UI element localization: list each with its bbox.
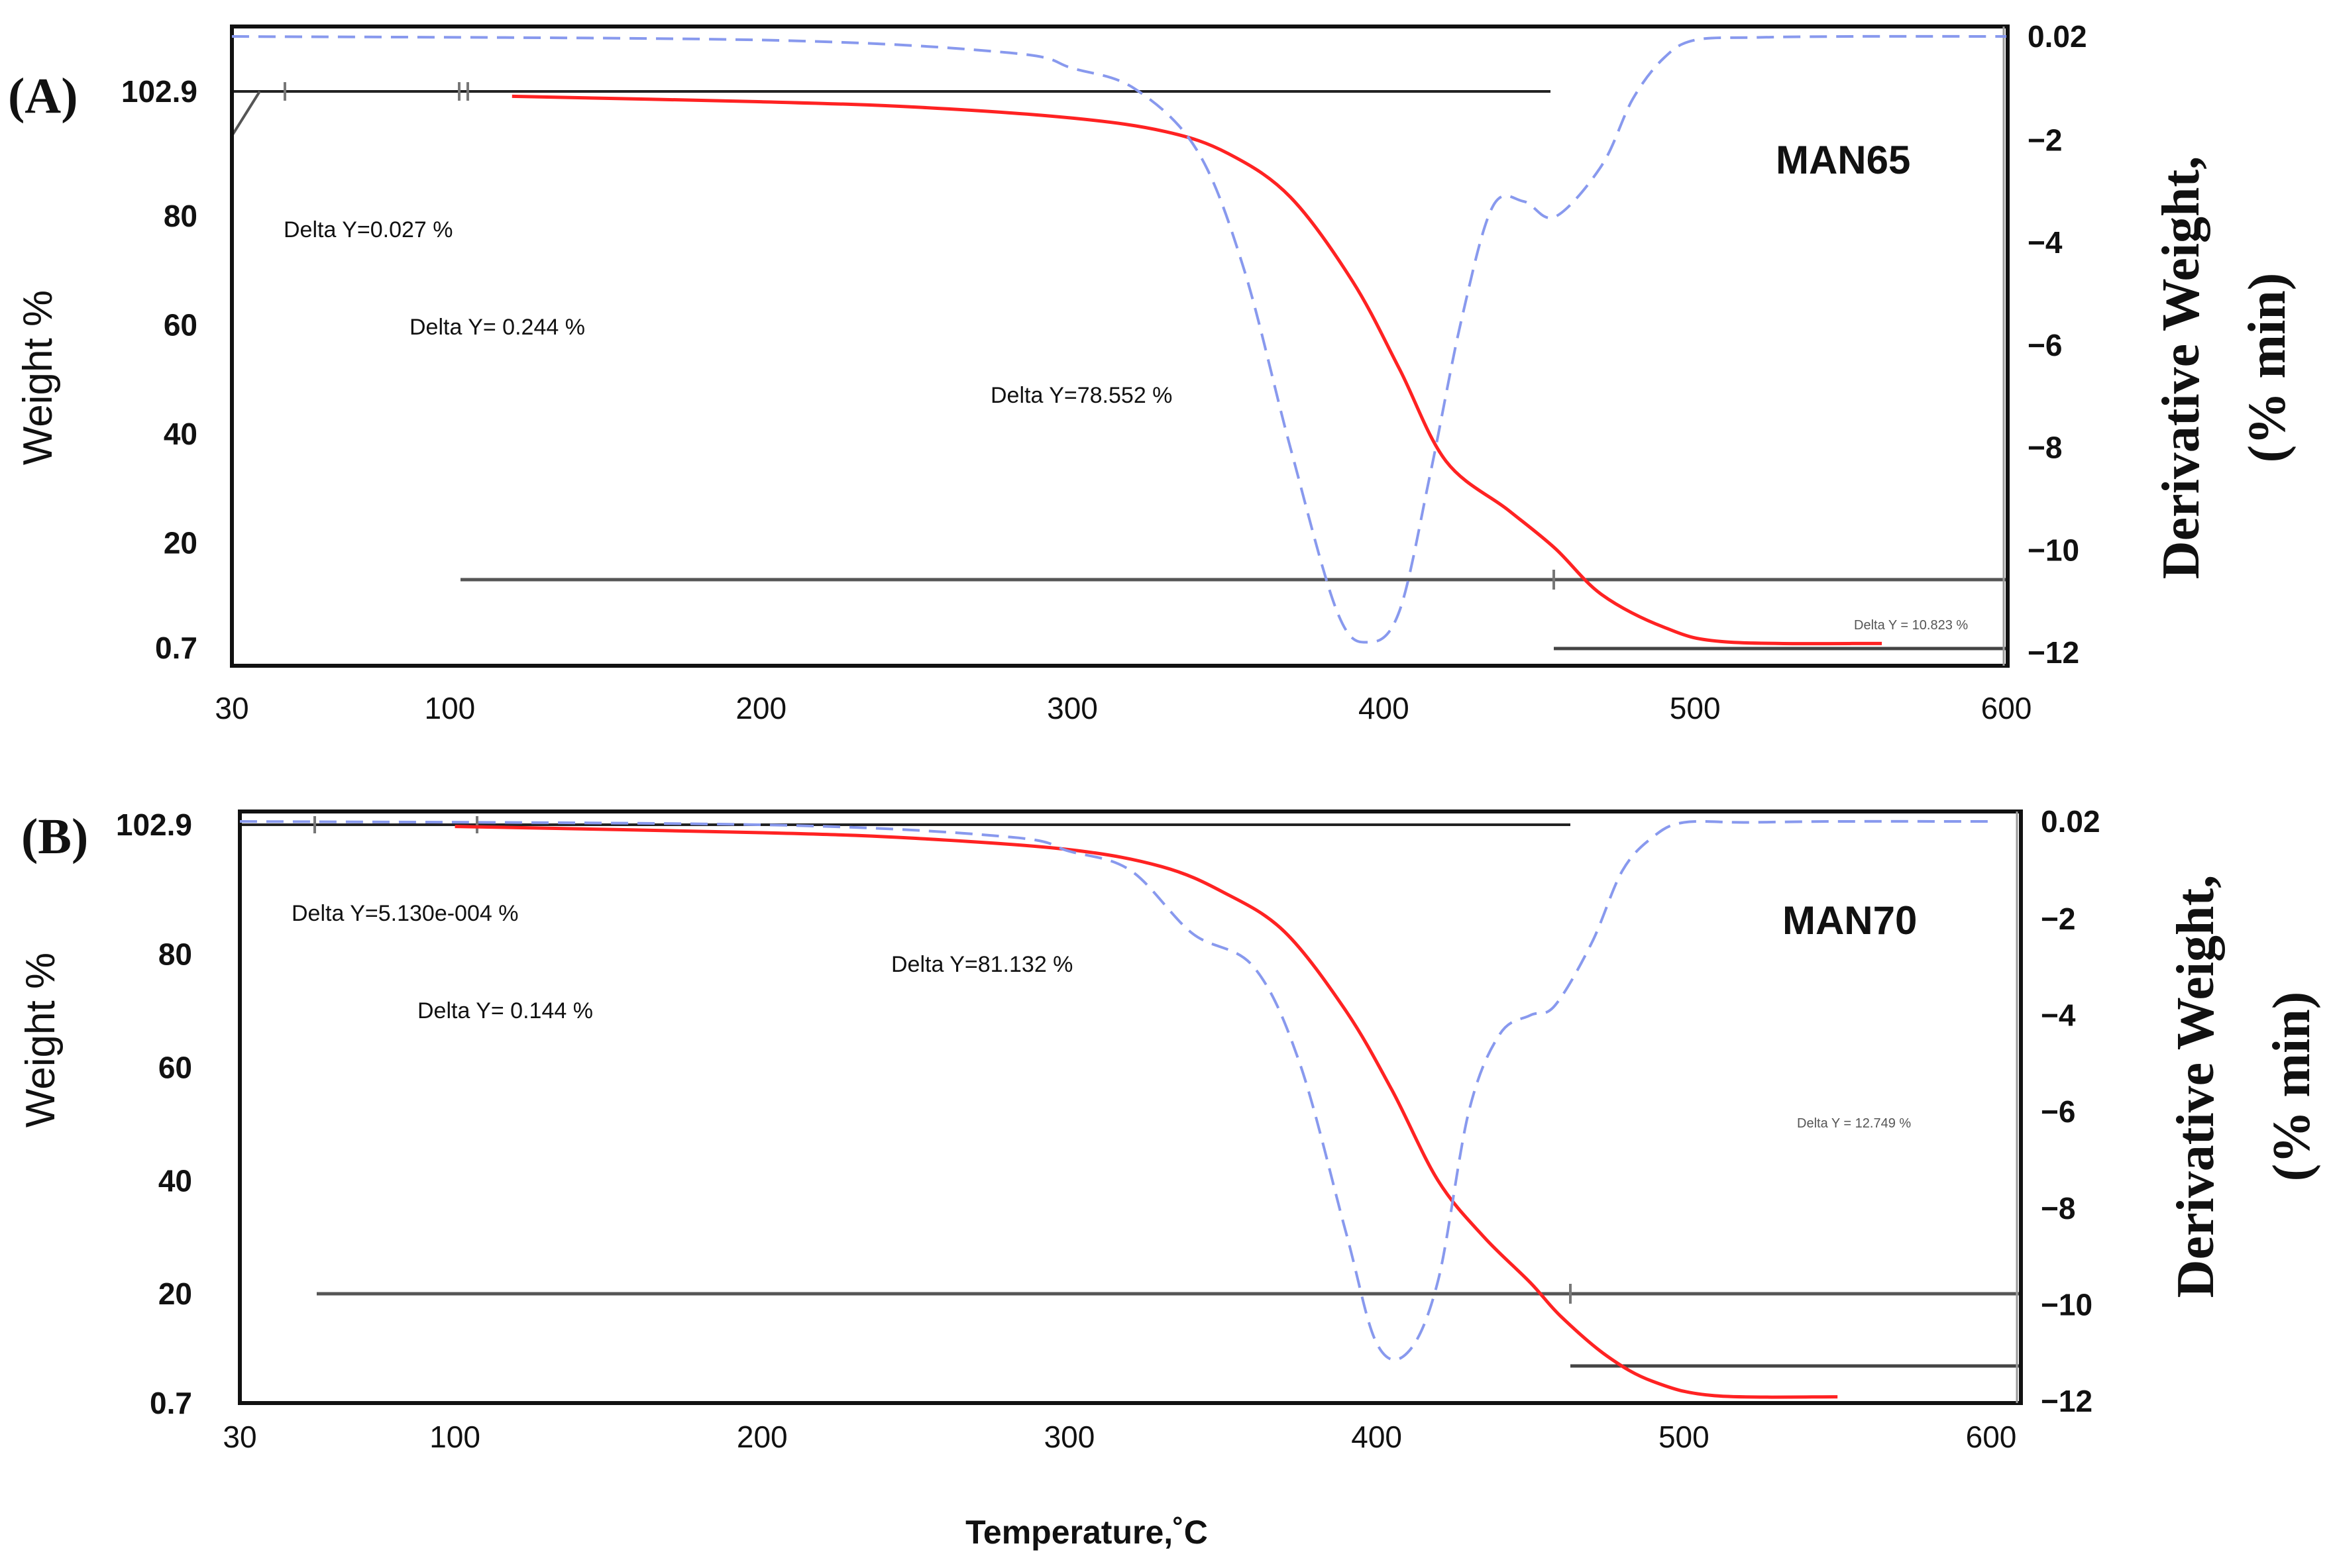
panel-a-weight-line bbox=[512, 94, 1882, 646]
panel-a-x-tick-label: 600 bbox=[1981, 691, 2032, 725]
panel-a-right-tick-label: −8 bbox=[2028, 431, 2062, 465]
panel-b-left-tick-label: 0.7 bbox=[150, 1386, 192, 1420]
panel-b-sample-label: MAN70 bbox=[1782, 898, 1917, 943]
panel-a-annotation: Delta Y=78.552 % bbox=[991, 383, 1172, 408]
panel-a-x-tick-label: 400 bbox=[1358, 691, 1409, 725]
panel-b-left-tick-label: 20 bbox=[158, 1277, 192, 1311]
panel-a-annotation: Delta Y= 0.244 % bbox=[409, 315, 585, 340]
panel-b-left-tick-label: 40 bbox=[158, 1163, 192, 1198]
panel-a-x-tick-label: 100 bbox=[425, 691, 476, 725]
panel-a-right-tick-label: −12 bbox=[2028, 635, 2079, 670]
panel-b: (B) Weight % Derivative Weight, (% min) … bbox=[18, 804, 2321, 1454]
panel-b-left-axis-title: Weight % bbox=[18, 953, 64, 1127]
panel-a-right-tick-label: −10 bbox=[2028, 533, 2079, 567]
panel-b-right-tick-label: −8 bbox=[2041, 1191, 2075, 1226]
panel-b-x-tick-label: 500 bbox=[1658, 1420, 1709, 1454]
panel-a: (A) Weight % Derivative Weight, (% min) … bbox=[8, 19, 2297, 725]
panel-b-annotation: Delta Y=81.132 % bbox=[891, 952, 1073, 977]
panel-b-x-tick-label: 400 bbox=[1351, 1420, 1402, 1454]
panel-a-left-axis-title: Weight % bbox=[15, 290, 61, 465]
panel-b-right-tick-label: −4 bbox=[2041, 998, 2076, 1033]
panel-b-right-tick-label: 0.02 bbox=[2041, 804, 2100, 839]
panel-b-x-tick-label: 300 bbox=[1044, 1420, 1095, 1454]
panel-b-right-axis-title-line2: (% min) bbox=[2263, 992, 2321, 1182]
panel-a-right-axis-title-line2: (% min) bbox=[2238, 273, 2297, 463]
panel-b-left-tick-label: 60 bbox=[158, 1050, 192, 1084]
panel-a-left-tick-label: 0.7 bbox=[155, 631, 197, 665]
panel-a-right-tick-label: 0.02 bbox=[2028, 19, 2087, 54]
panel-a-derivative-line bbox=[231, 34, 2007, 644]
panel-a-annotation: Delta Y = 10.823 % bbox=[1854, 618, 1968, 633]
panel-b-right-axis-title-line1: Derivative Weight, bbox=[2167, 875, 2225, 1298]
panel-b-x-tick-label: 200 bbox=[737, 1420, 788, 1454]
panel-a-annotation: Delta Y=0.027 % bbox=[284, 217, 453, 242]
panel-a-marks: 30 100 200 300 400 500 600 102.9 80 60 40 20 0.7 0.02… bbox=[121, 19, 2087, 725]
panel-b-x-tick-label: 100 bbox=[429, 1420, 480, 1454]
panel-a-label: (A) bbox=[8, 68, 78, 124]
panel-a-step-line bbox=[231, 90, 261, 137]
panel-a-x-tick-label: 200 bbox=[735, 691, 787, 725]
panel-b-marks: 30 100 200 300 400 500 600 102.9 80 60 40 20 0.7 0.02… bbox=[116, 804, 2100, 1454]
panel-a-x-tick-label: 500 bbox=[1670, 691, 1721, 725]
panel-b-annotation: Delta Y=5.130e-004 % bbox=[292, 901, 518, 926]
panel-b-plot-frame bbox=[238, 810, 2023, 1405]
panel-a-sample-label: MAN65 bbox=[1776, 138, 1910, 182]
panel-a-left-tick-label: 80 bbox=[164, 199, 197, 233]
panel-b-x-tick-label: 30 bbox=[223, 1420, 256, 1454]
x-axis-title: Temperature,˚C bbox=[965, 1514, 1208, 1551]
panel-a-right-axis-title-line1: Derivative Weight, bbox=[2152, 156, 2210, 579]
panel-b-annotation: Delta Y= 0.144 % bbox=[417, 998, 593, 1023]
panel-a-right-tick-label: −6 bbox=[2028, 328, 2062, 362]
panel-a-right-tick-label: −2 bbox=[2028, 123, 2062, 157]
panel-a-left-tick-label: 60 bbox=[164, 308, 197, 342]
panel-b-derivative-line bbox=[239, 819, 1992, 1361]
panel-a-plot-frame bbox=[230, 25, 2010, 668]
panel-b-right-tick-label: −12 bbox=[2041, 1384, 2092, 1418]
panel-b-x-tick-label: 600 bbox=[1966, 1420, 2017, 1454]
panel-b-weight-line bbox=[455, 825, 1838, 1399]
panel-a-x-tick-label: 300 bbox=[1047, 691, 1098, 725]
panel-b-right-tick-label: −10 bbox=[2041, 1287, 2092, 1322]
panel-a-right-tick-label: −4 bbox=[2028, 225, 2063, 260]
panel-b-annotation: Delta Y = 12.749 % bbox=[1797, 1116, 1911, 1131]
panel-a-left-tick-label: 102.9 bbox=[121, 74, 197, 109]
panel-a-x-tick-label: 30 bbox=[215, 691, 248, 725]
panel-b-left-tick-label: 80 bbox=[158, 937, 192, 972]
panel-b-right-tick-label: −6 bbox=[2041, 1094, 2075, 1129]
panel-a-left-tick-label: 20 bbox=[164, 525, 197, 560]
panel-b-right-tick-label: −2 bbox=[2041, 902, 2075, 936]
panel-a-left-tick-label: 40 bbox=[164, 417, 197, 451]
panel-b-label: (B) bbox=[21, 809, 88, 864]
panel-b-left-tick-label: 102.9 bbox=[116, 808, 192, 842]
